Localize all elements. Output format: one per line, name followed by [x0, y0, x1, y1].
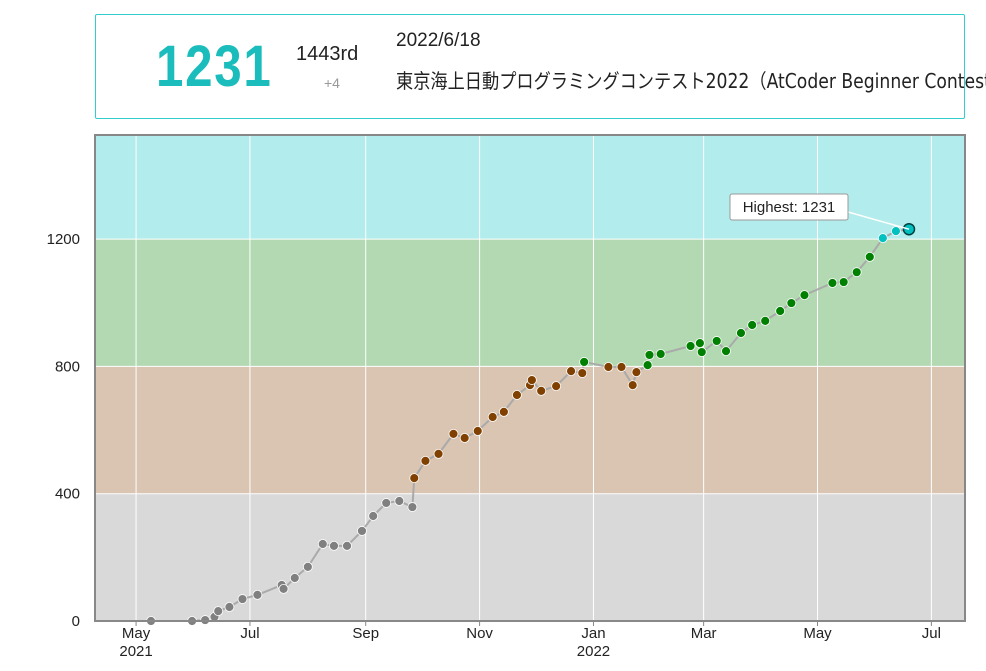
y-tick-label: 1200 [47, 231, 80, 248]
rating-point [224, 602, 235, 612]
rating-point [237, 594, 248, 604]
rating-point [799, 290, 810, 300]
rating-point [459, 433, 470, 443]
rating-point [760, 315, 771, 326]
rating-point [472, 426, 483, 436]
rating-point [512, 390, 522, 400]
rating-point [747, 320, 758, 330]
rating-point [368, 511, 379, 521]
x-tick-label: Jan 2022 [577, 625, 610, 660]
rating-point [526, 375, 537, 385]
rating-point [685, 341, 696, 351]
rating-point [252, 590, 263, 600]
rating-point [891, 226, 901, 237]
rating-point [381, 498, 392, 508]
rating-point [302, 561, 313, 572]
rating-point [864, 251, 875, 262]
rating-point [498, 406, 509, 417]
rating-point [579, 357, 590, 367]
rating-point [394, 496, 405, 506]
rating-point [420, 456, 431, 466]
rating-point [409, 473, 420, 483]
rating-point [616, 362, 627, 372]
rating-point [838, 277, 849, 287]
rating-band [95, 135, 965, 240]
rating-point [487, 412, 498, 422]
annotation-box [729, 193, 849, 221]
rating-point [827, 278, 838, 288]
contest-date: 2022/6/18 [396, 30, 481, 51]
rating-band [95, 239, 965, 367]
contest-name: 東京海上日動プログラミングコンテスト2022（AtCoder Beginner … [396, 69, 986, 93]
rating-point [644, 350, 655, 360]
rating-point [342, 540, 352, 551]
rating-point [642, 360, 653, 371]
rating-point [711, 336, 722, 346]
x-tick-label: Jul [240, 625, 259, 642]
rating-diff: +4 [324, 75, 340, 91]
contest-box: 1231 1443rd +4 2022/6/18 東京海上日動プログラミングコン… [95, 14, 986, 119]
rating-point [357, 526, 367, 536]
rating-point [786, 298, 797, 308]
x-tick-label: Nov [466, 625, 493, 642]
rating: 1231 [156, 34, 273, 99]
plot-frame [94, 134, 966, 622]
rating-point [566, 366, 576, 377]
annotation: Highest: 1231 [743, 199, 836, 216]
rating-point [694, 338, 705, 349]
rating-point [433, 449, 444, 459]
rank: 1443rd [296, 43, 359, 65]
rating-point [577, 368, 588, 378]
rating-point [631, 367, 642, 378]
rating-point [775, 306, 786, 316]
x-tick-label: May [803, 625, 832, 642]
rating-point [536, 385, 547, 396]
rating-point [655, 349, 666, 359]
rating-point [213, 606, 224, 617]
x-tick-label: Mar [691, 625, 717, 642]
rating-point [317, 539, 328, 549]
rating-point [877, 233, 888, 244]
y-tick-label: 0 [72, 613, 80, 630]
annotation-pointer [847, 211, 910, 230]
x-tick-label: Sep [352, 625, 379, 642]
rating-point [721, 346, 731, 357]
rating-point [736, 328, 746, 338]
y-tick-label: 400 [55, 486, 80, 503]
rating-band [95, 493, 965, 621]
y-tick-label: 800 [55, 358, 80, 375]
rating-point [407, 502, 418, 512]
rating-point [627, 380, 638, 391]
rating-point [851, 267, 862, 278]
rating-point [289, 573, 300, 583]
x-tick-label: May 2021 [119, 625, 152, 660]
rating-point [278, 583, 289, 594]
x-tick-label: Jul [922, 625, 941, 642]
rating-point [603, 362, 614, 372]
rating-point [329, 540, 339, 551]
rating-point [448, 428, 459, 439]
rating-point [696, 347, 707, 357]
rating-point [551, 381, 562, 392]
